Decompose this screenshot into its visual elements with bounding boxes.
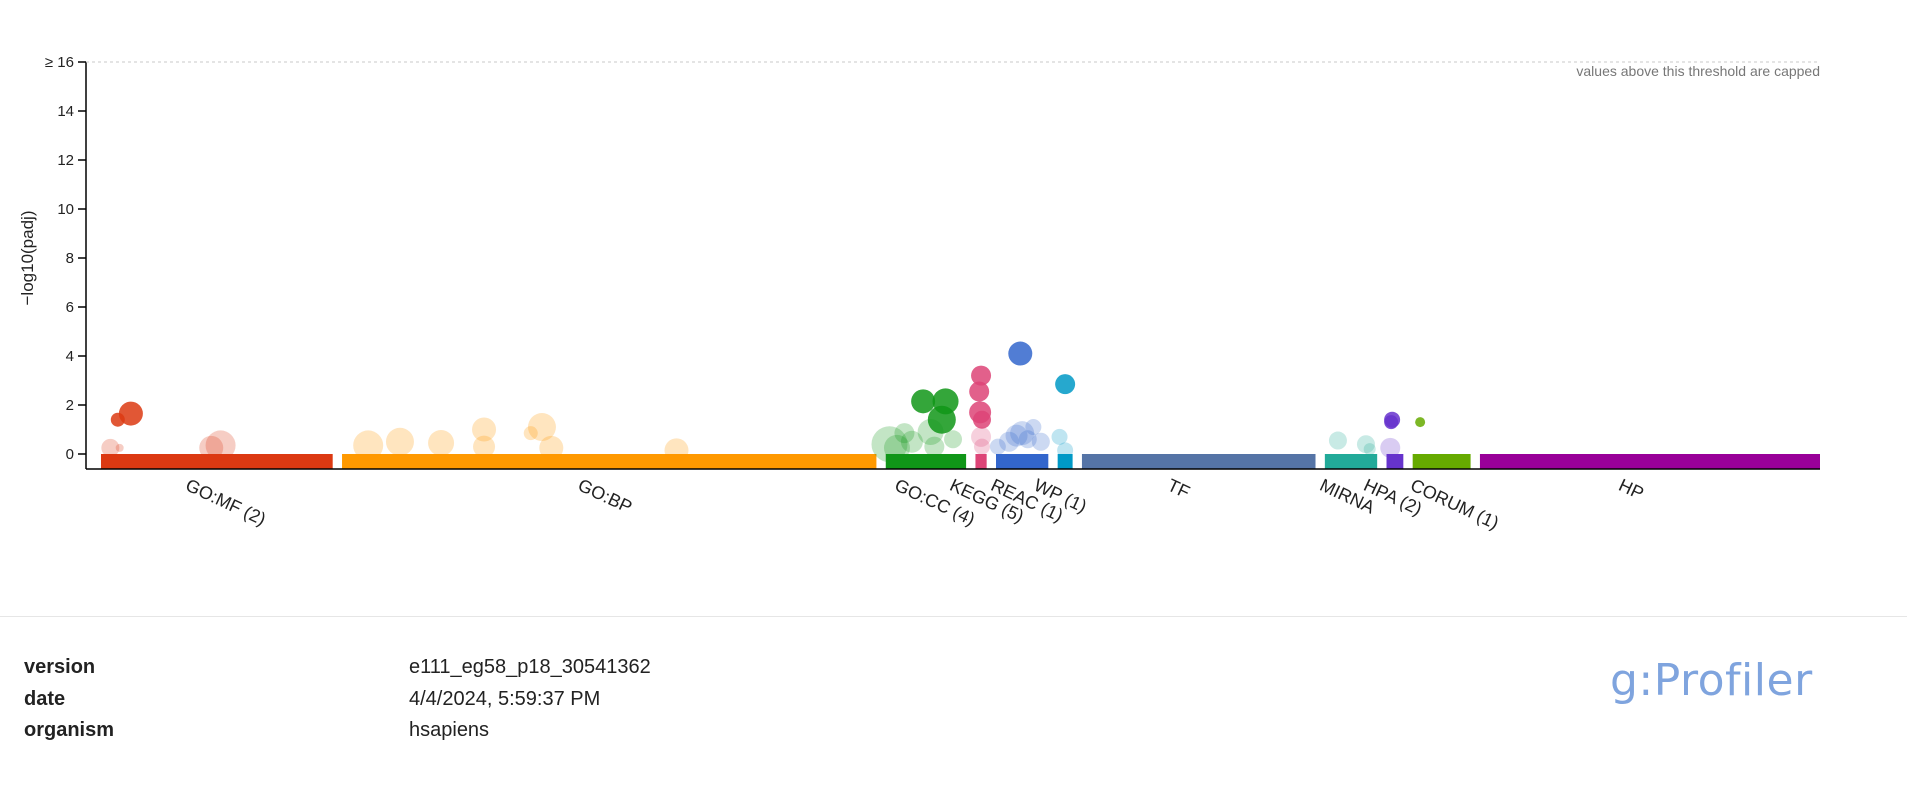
term-point — [539, 435, 564, 460]
term-point — [971, 426, 992, 447]
source-bar — [1386, 454, 1404, 469]
term-point — [1384, 415, 1399, 430]
meta-key: organism — [24, 719, 115, 741]
y-axis: 0 2 4 6 8 10 12 14 ≥ 16 — [45, 54, 87, 469]
y-tick-label: 0 — [66, 446, 74, 463]
term-point — [1018, 430, 1037, 449]
term-point — [1051, 428, 1068, 445]
source-bar — [1057, 454, 1073, 469]
gprofiler-logo: g:Profiler — [1610, 655, 1813, 706]
meta-value: hsapiens — [409, 719, 490, 741]
term-point — [1031, 432, 1050, 451]
manhattan-plot: 0 2 4 6 8 10 12 14 ≥ 16 −log10(padj) values abov… — [18, 54, 1820, 533]
term-point — [199, 435, 224, 460]
term-point — [1005, 424, 1028, 447]
source-bar — [1412, 454, 1471, 469]
term-point — [205, 430, 236, 461]
meta-key: version — [24, 656, 96, 678]
y-tick-label: 4 — [66, 348, 74, 365]
source-bar — [1081, 454, 1316, 469]
term-point — [101, 438, 120, 457]
term-point — [1025, 419, 1042, 436]
term-point — [473, 435, 496, 458]
term-point — [924, 436, 945, 457]
meta-key: date — [24, 687, 66, 710]
term-point — [999, 431, 1020, 452]
source-bar — [1479, 454, 1820, 469]
term-point — [883, 434, 910, 461]
term-point — [1363, 443, 1376, 456]
term-point — [971, 365, 992, 386]
term-point — [973, 438, 990, 455]
term-point — [1380, 437, 1401, 458]
meta-value: 4/4/2024, 5:59:37 PM — [409, 687, 601, 710]
y-tick-label: 8 — [66, 250, 74, 267]
source-bar — [342, 454, 877, 469]
term-point — [932, 388, 959, 415]
term-point — [944, 430, 963, 449]
cap-note: values above this threshold are capped — [1576, 63, 1820, 79]
term-point — [894, 423, 915, 444]
source-bar — [101, 454, 333, 469]
term-point — [871, 426, 908, 463]
term-point — [1057, 442, 1074, 459]
footer-divider — [0, 616, 1907, 617]
term-point — [115, 443, 124, 452]
term-point — [428, 429, 455, 456]
term-point — [385, 427, 414, 456]
term-point — [972, 410, 991, 429]
y-tick-label: 10 — [57, 201, 74, 218]
source-label: TF — [1165, 475, 1193, 502]
term-point — [523, 426, 538, 441]
term-point — [1010, 421, 1035, 446]
term-point — [664, 438, 689, 463]
y-tick-label: 6 — [66, 299, 74, 316]
term-point — [900, 430, 923, 453]
y-tick-label: ≥ 16 — [45, 54, 74, 71]
source-label: GO:MF (2) — [183, 475, 269, 529]
source-bar — [885, 454, 967, 469]
term-point — [1356, 435, 1375, 454]
term-point — [1008, 341, 1033, 366]
term-point — [989, 438, 1006, 455]
term-point — [118, 401, 143, 426]
term-point — [472, 417, 497, 442]
source-label: HP — [1616, 475, 1647, 504]
term-point — [1055, 374, 1076, 395]
term-point — [353, 430, 384, 461]
svg-text:−log10(padj): −log10(padj) — [18, 211, 37, 306]
term-point — [911, 389, 936, 414]
source-bars — [101, 454, 1820, 469]
y-tick-label: 14 — [57, 103, 74, 120]
source-label: GO:BP — [575, 475, 635, 517]
term-point — [969, 381, 990, 402]
term-point — [1328, 431, 1347, 450]
term-points — [101, 341, 1426, 463]
source-bar — [1324, 454, 1378, 469]
term-point — [527, 413, 556, 442]
meta-value: e111_eg58_p18_30541362 — [409, 656, 651, 678]
term-point — [1415, 417, 1426, 428]
source-bar — [996, 454, 1049, 469]
y-tick-label: 2 — [66, 397, 74, 414]
source-bar — [975, 454, 987, 469]
y-axis-label: −log10(padj) — [18, 211, 37, 306]
source-labels: GO:MF (2) GO:BP GO:CC (4)KEGG (5)REAC (1)W… — [183, 475, 1647, 533]
y-tick-label: 12 — [57, 152, 74, 169]
